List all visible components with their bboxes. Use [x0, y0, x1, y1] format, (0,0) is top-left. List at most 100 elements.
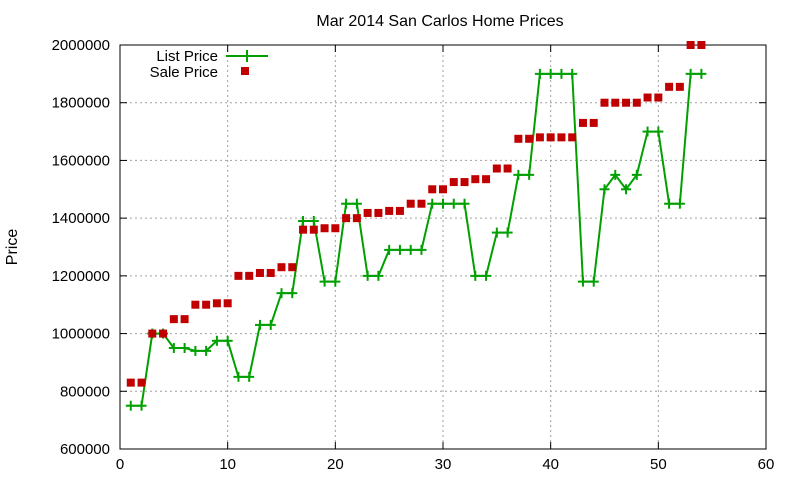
- y-tick-label: 2000000: [52, 37, 110, 54]
- sale-price-point: [342, 214, 351, 223]
- list-price-point: [190, 345, 201, 356]
- sale-price-point: [363, 208, 372, 217]
- sale-price-point: [385, 206, 394, 215]
- sale-price-point: [439, 185, 447, 194]
- sale-price-point: [600, 98, 609, 107]
- sale-price-point: [514, 134, 523, 143]
- sale-price-point: [449, 178, 458, 187]
- list-price-point: [405, 244, 416, 255]
- x-tick-label: 60: [758, 456, 775, 473]
- list-price-point: [211, 335, 222, 346]
- legend-label-list-price: List Price: [156, 48, 218, 65]
- list-price-point: [438, 198, 448, 209]
- y-tick-label: 1800000: [52, 95, 110, 112]
- list-price-point: [351, 198, 362, 209]
- sale-price-point: [169, 315, 178, 324]
- list-price-point: [125, 400, 136, 411]
- list-price-series: [125, 68, 707, 411]
- legend: List Price Sale Price: [150, 48, 268, 81]
- sale-price-point: [611, 98, 620, 107]
- sale-price-point: [212, 299, 221, 308]
- sale-price-point: [503, 164, 512, 173]
- sale-price-point: [202, 300, 211, 309]
- list-price-point: [470, 270, 481, 281]
- sale-price-point: [406, 199, 415, 208]
- list-price-point: [448, 198, 459, 209]
- sale-price-point: [557, 133, 566, 142]
- list-price-point: [502, 227, 513, 238]
- list-price-point: [599, 184, 610, 195]
- legend-marker-sale-price: [241, 67, 249, 75]
- list-price-point: [319, 276, 330, 287]
- list-price-point: [341, 198, 352, 209]
- sale-price-point: [578, 118, 587, 127]
- sale-price-point: [546, 133, 555, 142]
- y-tick-label: 1200000: [52, 268, 110, 285]
- y-tick-label: 1400000: [52, 210, 110, 227]
- list-price-point: [244, 371, 255, 382]
- list-price-point: [481, 270, 492, 281]
- sale-price-point: [471, 175, 480, 184]
- list-price-point: [545, 68, 556, 79]
- list-price-point: [459, 198, 470, 209]
- sale-price-point: [492, 164, 501, 173]
- sale-price-point: [665, 82, 674, 91]
- list-price-point: [588, 276, 599, 287]
- sale-price-point: [255, 268, 264, 277]
- list-price-point: [524, 169, 535, 180]
- sale-price-point: [482, 175, 491, 184]
- sale-price-point: [697, 41, 706, 49]
- sale-price-point: [191, 300, 200, 309]
- sale-price-point: [622, 98, 631, 107]
- sale-price-series: [126, 41, 706, 387]
- x-tick-label: 40: [542, 456, 559, 473]
- sale-price-point: [159, 329, 168, 338]
- x-tick-labels: 0 10 20 30 40 50 60: [116, 456, 775, 473]
- legend-marker-list-price: [241, 50, 253, 62]
- sale-price-point: [277, 263, 286, 272]
- list-price-point: [685, 68, 696, 79]
- list-price-line: [130, 72, 702, 407]
- sale-price-point: [686, 41, 695, 49]
- list-price-point: [491, 227, 502, 238]
- sale-price-point: [126, 378, 135, 387]
- list-price-point: [674, 198, 685, 209]
- list-price-point: [233, 371, 244, 382]
- list-price-point: [394, 244, 405, 255]
- list-price-point: [534, 68, 545, 79]
- list-price-point: [287, 288, 298, 299]
- sale-price-point: [352, 214, 361, 223]
- x-tick-label: 50: [650, 456, 667, 473]
- y-tick-label: 800000: [60, 383, 110, 400]
- sale-price-point: [428, 185, 437, 194]
- list-price-point: [136, 400, 147, 411]
- list-price-point: [653, 126, 664, 137]
- sale-price-point: [568, 133, 577, 142]
- sale-price-point: [234, 271, 243, 280]
- list-price-point: [642, 126, 653, 137]
- sale-price-point: [589, 118, 598, 127]
- list-price-point: [330, 276, 341, 287]
- list-price-point: [276, 288, 287, 299]
- list-price-point: [168, 343, 179, 353]
- legend-label-sale-price: Sale Price: [150, 64, 218, 81]
- list-price-point: [362, 270, 373, 281]
- list-price-point: [610, 169, 621, 180]
- list-price-point: [621, 184, 632, 195]
- list-price-point: [664, 198, 675, 209]
- x-tick-label: 30: [435, 456, 452, 473]
- sale-price-point: [525, 134, 534, 143]
- list-price-point: [384, 244, 395, 255]
- list-price-point: [265, 319, 276, 330]
- chart-title: Mar 2014 San Carlos Home Prices: [316, 13, 563, 30]
- grid-lines: [120, 45, 766, 449]
- sale-price-point: [460, 178, 469, 187]
- y-tick-label: 1000000: [52, 326, 110, 343]
- y-tick-label: 1600000: [52, 152, 110, 169]
- list-price-point: [513, 169, 524, 180]
- list-price-point: [373, 270, 384, 281]
- y-tick-labels: 600000 800000 1000000 1200000 1400000 1600000…: [52, 37, 110, 458]
- list-price-point: [567, 68, 578, 79]
- sale-price-point: [148, 329, 157, 338]
